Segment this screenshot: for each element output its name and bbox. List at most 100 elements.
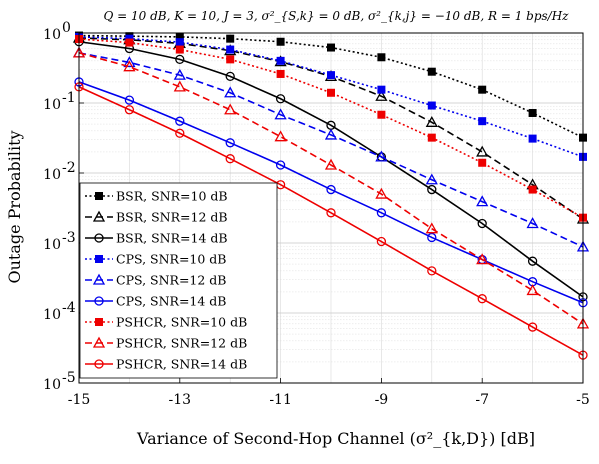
data-point-triangle (324, 158, 338, 170)
data-point-circle (477, 294, 487, 304)
series-line (78, 86, 584, 356)
x-tick-label: -7 (475, 392, 489, 408)
legend-item: BSR, SNR=12 dB (85, 210, 228, 225)
data-point-square (427, 101, 436, 110)
data-point-square (528, 108, 537, 117)
series-lines (72, 31, 590, 360)
y-tick-label: 10 (43, 237, 61, 253)
data-point-circle (326, 208, 336, 218)
data-point-square (427, 67, 436, 76)
data-point-triangle (375, 89, 388, 101)
data-point-circle (175, 128, 185, 138)
legend-item: CPS, SNR=10 dB (85, 252, 227, 267)
data-point-triangle (173, 68, 186, 80)
data-point-square (175, 45, 184, 54)
data-point-circle (326, 184, 336, 195)
y-tick-label: 10 (43, 377, 61, 393)
legend-label: CPS, SNR=12 dB (116, 273, 227, 288)
data-point-triangle (425, 222, 438, 234)
legend-label: PSHCR, SNR=10 dB (116, 315, 247, 330)
data-point-circle (376, 208, 387, 218)
data-point-triangle (173, 80, 186, 92)
y-tick-label: 10 (43, 97, 61, 113)
data-point-circle (527, 322, 538, 332)
data-point-triangle (526, 284, 539, 296)
data-point-square (327, 43, 335, 52)
x-tick-label: -11 (269, 392, 292, 408)
data-point-triangle (425, 115, 438, 127)
data-point-circle (427, 266, 437, 276)
legend-label: CPS, SNR=10 dB (116, 252, 227, 267)
y-tick-exponent: -3 (62, 230, 76, 246)
data-point-triangle (274, 130, 287, 142)
legend-item: BSR, SNR=14 dB (85, 231, 228, 246)
data-point-triangle (375, 150, 388, 162)
series-line (78, 81, 584, 304)
data-point-triangle (324, 128, 338, 140)
y-axis-label: Outage Probability (5, 130, 24, 283)
data-point-square (478, 85, 487, 94)
x-tick-label: -9 (375, 392, 389, 408)
data-point-circle (275, 94, 286, 104)
data-point-square (377, 85, 386, 94)
data-point-square (95, 255, 103, 263)
data-point-triangle (92, 273, 106, 285)
data-point-square (478, 158, 487, 167)
data-point-triangle (92, 336, 106, 348)
series-line (78, 52, 584, 248)
y-tick-exponent: -2 (62, 160, 76, 176)
data-point-square (327, 88, 335, 97)
data-point-triangle (123, 56, 136, 68)
data-point-square (226, 45, 235, 54)
series-line (78, 40, 584, 298)
y-tick-label: 10 (43, 27, 61, 43)
data-point-triangle (224, 103, 237, 115)
data-point-circle (527, 256, 538, 266)
legend-label: CPS, SNR=14 dB (116, 294, 227, 309)
data-point-square (528, 185, 537, 194)
data-point-square (427, 133, 436, 142)
x-tick-label: -13 (169, 392, 192, 408)
series-line (78, 52, 584, 325)
data-point-circle (477, 218, 487, 229)
data-point-circle (175, 54, 185, 65)
y-tick-exponent: -4 (62, 300, 76, 316)
data-point-square (226, 34, 235, 43)
data-point-triangle (425, 173, 438, 185)
data-point-triangle (476, 145, 489, 157)
data-point-triangle (92, 210, 106, 222)
x-axis-label: Variance of Second-Hop Channel (σ²_{k,D}… (136, 429, 535, 448)
data-point-triangle (123, 60, 136, 72)
data-point-square (377, 53, 386, 62)
data-point-circle (275, 160, 286, 170)
data-point-circle (225, 71, 235, 82)
legend-item: BSR, SNR=10 dB (85, 189, 228, 204)
data-point-square (276, 37, 285, 46)
chart-title: Q = 10 dB, K = 10, J = 3, σ²_{S,k} = 0 d… (104, 9, 570, 23)
data-point-circle (94, 233, 104, 243)
data-point-triangle (224, 86, 237, 98)
legend-label: PSHCR, SNR=14 dB (116, 357, 247, 372)
legend-item: PSHCR, SNR=10 dB (85, 315, 247, 330)
data-point-circle (175, 116, 185, 126)
data-point-square (175, 38, 184, 47)
legend-item: PSHCR, SNR=14 dB (85, 357, 247, 372)
legend: BSR, SNR=10 dB BSR, SNR=12 dB BSR, SNR=14 … (79, 182, 278, 379)
data-point-triangle (476, 253, 489, 265)
data-point-square (276, 56, 285, 65)
legend-label: BSR, SNR=14 dB (116, 231, 228, 246)
data-point-square (478, 117, 487, 126)
data-point-triangle (476, 195, 489, 207)
data-point-square (226, 55, 235, 64)
x-tick-label: -15 (68, 392, 91, 408)
y-tick-exponent: -5 (62, 370, 76, 386)
data-point-circle (94, 359, 104, 369)
data-point-circle (225, 138, 235, 148)
legend-item: CPS, SNR=14 dB (85, 294, 227, 309)
legend-label: BSR, SNR=10 dB (116, 189, 228, 204)
data-point-square (528, 134, 537, 143)
series-8 (72, 46, 590, 329)
y-tick-exponent: 0 (62, 20, 71, 36)
